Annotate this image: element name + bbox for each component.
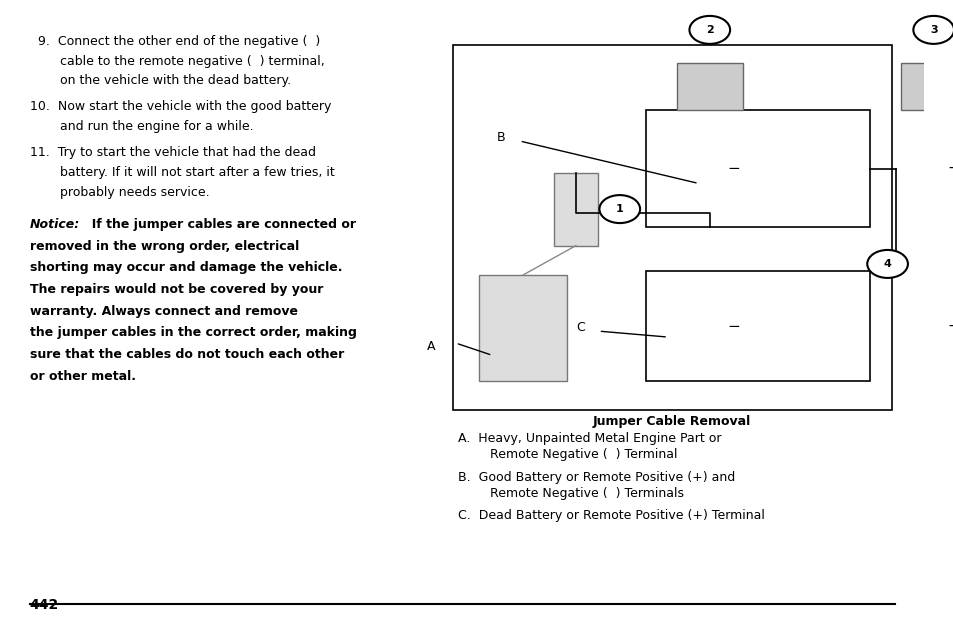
Text: 1: 1 — [616, 204, 623, 214]
Bar — [453, 45, 891, 410]
Text: 11.  Try to start the vehicle that had the dead: 11. Try to start the vehicle that had th… — [30, 146, 315, 159]
Text: removed in the wrong order, electrical: removed in the wrong order, electrical — [30, 240, 298, 252]
Text: C.  Dead Battery or Remote Positive (+) Terminal: C. Dead Battery or Remote Positive (+) T… — [457, 509, 763, 522]
Text: 10.  Now start the vehicle with the good battery: 10. Now start the vehicle with the good … — [30, 100, 331, 113]
Circle shape — [689, 16, 729, 44]
Text: A: A — [426, 340, 435, 353]
Text: the jumper cables in the correct order, making: the jumper cables in the correct order, … — [30, 326, 356, 339]
Text: Notice:: Notice: — [30, 218, 80, 231]
Text: Remote Negative (  ) Terminal: Remote Negative ( ) Terminal — [490, 448, 677, 461]
Text: on the vehicle with the dead battery.: on the vehicle with the dead battery. — [60, 74, 291, 87]
Text: 4: 4 — [882, 259, 891, 269]
Text: 3: 3 — [929, 25, 937, 35]
Text: The repairs would not be covered by your: The repairs would not be covered by your — [30, 283, 323, 296]
Text: Jumper Cable Removal: Jumper Cable Removal — [592, 415, 750, 427]
Text: B: B — [497, 131, 505, 144]
Text: and run the engine for a while.: and run the engine for a while. — [60, 120, 253, 132]
Text: −: − — [727, 319, 740, 334]
Bar — [900, 63, 953, 111]
Bar — [554, 172, 598, 245]
Text: B.  Good Battery or Remote Positive (+) and: B. Good Battery or Remote Positive (+) a… — [457, 471, 734, 483]
Bar — [645, 111, 869, 227]
Text: A.  Heavy, Unpainted Metal Engine Part or: A. Heavy, Unpainted Metal Engine Part or — [457, 432, 720, 445]
Circle shape — [912, 16, 953, 44]
Text: 2: 2 — [705, 25, 713, 35]
Text: Remote Negative (  ) Terminals: Remote Negative ( ) Terminals — [490, 487, 683, 499]
Text: 442: 442 — [30, 598, 59, 612]
Text: or other metal.: or other metal. — [30, 370, 135, 382]
Text: +: + — [946, 319, 953, 334]
Bar — [478, 275, 566, 381]
Text: sure that the cables do not touch each other: sure that the cables do not touch each o… — [30, 348, 343, 361]
Text: 9.  Connect the other end of the negative (  ): 9. Connect the other end of the negative… — [30, 35, 319, 48]
Bar — [676, 63, 742, 111]
Text: −: − — [727, 162, 740, 176]
Text: cable to the remote negative (  ) terminal,: cable to the remote negative ( ) termina… — [60, 55, 324, 67]
Text: battery. If it will not start after a few tries, it: battery. If it will not start after a fe… — [60, 166, 335, 179]
Circle shape — [866, 250, 907, 278]
Text: probably needs service.: probably needs service. — [60, 186, 210, 198]
Text: If the jumper cables are connected or: If the jumper cables are connected or — [83, 218, 355, 231]
Text: shorting may occur and damage the vehicle.: shorting may occur and damage the vehicl… — [30, 261, 342, 274]
Circle shape — [598, 195, 639, 223]
Text: C: C — [576, 321, 584, 335]
Text: +: + — [946, 162, 953, 176]
Text: warranty. Always connect and remove: warranty. Always connect and remove — [30, 305, 297, 317]
Bar — [645, 272, 869, 381]
